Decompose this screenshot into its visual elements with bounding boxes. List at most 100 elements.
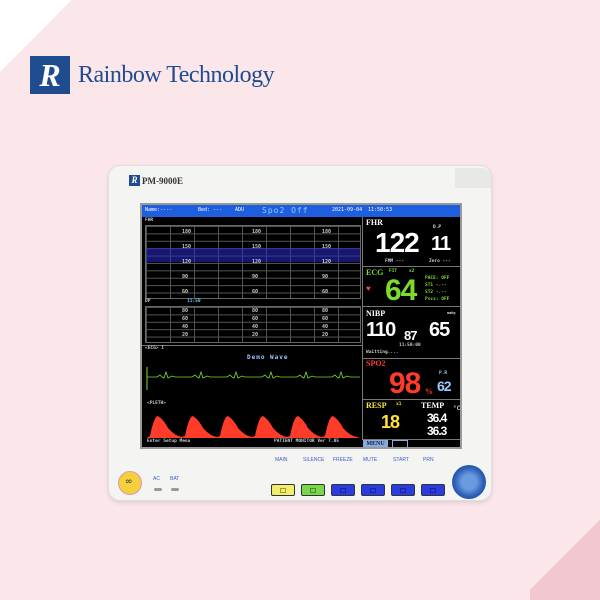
key-label-main: MAIN — [275, 457, 288, 463]
fhr-label: FHR — [366, 218, 383, 227]
prn-button[interactable] — [421, 484, 445, 496]
power-icon: ∞ — [125, 477, 133, 487]
grid-tick: 90 — [322, 274, 329, 280]
freeze-button[interactable] — [331, 484, 355, 496]
rotary-knob[interactable] — [452, 465, 486, 499]
pvcs: Pvcs: OFF — [425, 297, 450, 302]
wrench-icon — [280, 488, 286, 493]
print-icon — [430, 488, 436, 493]
resp-value: 18 — [381, 412, 400, 432]
pace: PACE: OFF — [425, 276, 450, 281]
monitor-handle — [455, 168, 491, 188]
ecg-wave-label: <ECG> I — [145, 346, 164, 351]
temp-2: 36.3 — [427, 424, 447, 438]
resp-label: RESP — [366, 401, 387, 410]
pr-label: P.R — [439, 371, 448, 376]
grid-tick: 20 — [322, 332, 329, 338]
spo2-value: 98 — [389, 367, 421, 400]
ecg-gain: x2 — [409, 269, 415, 274]
ecg-filter: FIT — [389, 269, 398, 274]
brand-logo: R — [30, 56, 70, 94]
mute-icon — [370, 488, 376, 493]
dp-label: D.P — [433, 225, 442, 230]
grid-tick: 60 — [182, 289, 189, 295]
key-label-freeze: FREEZE — [333, 457, 353, 463]
grid-tick: 20 — [182, 332, 189, 338]
start-button[interactable] — [391, 484, 415, 496]
monitor-screen: Name:---- Bed: --- ADU Spo2 Off 2021-09-… — [140, 203, 462, 449]
nibp-label: NIBP — [366, 309, 386, 318]
grid-tick: 40 — [252, 324, 259, 330]
grid-tick: 60 — [252, 316, 259, 322]
silence-button[interactable] — [301, 484, 325, 496]
st2: ST2 -.-- — [425, 290, 447, 295]
grid-tick: 120 — [322, 259, 332, 265]
grid-tick: 150 — [322, 244, 332, 250]
grid-tick: 40 — [322, 324, 329, 330]
fhr-panel: FHR 122 D.P 11 FMM --- Zero --- — [362, 217, 460, 267]
spo2-label: SPO2 — [366, 359, 386, 368]
grid-tick: 80 — [322, 308, 329, 314]
date: 2021-09-04 — [332, 207, 363, 213]
background-accent — [530, 510, 600, 600]
grid-tick: 180 — [322, 229, 332, 235]
mute-button[interactable] — [361, 484, 385, 496]
dp-grid-time: 11:50 — [187, 299, 201, 304]
nibp-status: Waitting.... — [366, 350, 399, 355]
status-hint: Enter Setup Menu — [147, 439, 191, 444]
spo2-panel: SPO2 98 % P.R 62 — [362, 359, 460, 400]
patient-name: Name:---- — [145, 207, 173, 213]
zero: Zero --- — [429, 259, 451, 264]
resp-temp-panel: RESP x1 18 TEMP °C 36.4 36.3 — [362, 400, 460, 440]
menu-button[interactable]: MENU — [363, 440, 388, 447]
temp-unit: °C — [453, 405, 461, 412]
ecg-panel: ECG FIT x2 ♥ 64 PACE: OFF ST1 -.-- ST2 -… — [362, 267, 460, 307]
grid-tick: 60 — [322, 289, 329, 295]
dp-value: 11 — [431, 233, 451, 255]
key-label-start: START — [393, 457, 409, 463]
model-label: PM-9000E — [142, 176, 183, 186]
demo-wave-label: Demo Wave — [247, 354, 289, 361]
grid-tick: 150 — [182, 244, 192, 250]
pleth-wave-label: <PLETH> — [147, 401, 166, 406]
fmm: FMM --- — [385, 259, 404, 264]
ecg-label: ECG — [366, 268, 384, 277]
freeze-icon — [340, 488, 346, 493]
ecg-waveform — [146, 367, 360, 390]
nibp-diastolic: 65 — [429, 319, 450, 341]
temp-label: TEMP — [421, 401, 445, 410]
grid-tick: 20 — [252, 332, 259, 338]
nibp-panel: NIBP 110 87 65 mmHg 11:50:00 Waitting...… — [362, 307, 460, 359]
grid-tick: 90 — [252, 274, 259, 280]
brand-name: Rainbow Technology — [78, 62, 275, 88]
dp-grid-label: DP — [145, 299, 151, 304]
ac-label: AC — [153, 476, 160, 482]
grid-tick: 120 — [252, 259, 262, 265]
key-label-silence: SILENCE — [303, 457, 325, 463]
grid-tick: 90 — [182, 274, 189, 280]
alert-message: Spo2 Off — [262, 206, 309, 215]
key-label-mute: MUTE — [363, 457, 378, 463]
nibp-time: 11:50:00 — [399, 343, 421, 348]
grid-tick: 40 — [182, 324, 189, 330]
grid-tick: 180 — [182, 229, 192, 235]
ac-indicator — [154, 488, 162, 491]
grid-tick: 60 — [182, 316, 189, 322]
device-logo: R — [129, 175, 140, 186]
grid-tick: 80 — [182, 308, 189, 314]
fhr-grid — [145, 225, 361, 299]
power-button[interactable]: ∞ — [118, 471, 142, 495]
nibp-unit: mmHg — [447, 311, 456, 315]
main-button[interactable] — [271, 484, 295, 496]
grid-tick: 180 — [252, 229, 262, 235]
heart-icon: ♥ — [366, 284, 371, 293]
screen-header: Name:---- Bed: --- ADU Spo2 Off 2021-09-… — [142, 205, 460, 217]
spo2-unit: % — [425, 387, 433, 396]
pleth-waveform — [147, 416, 360, 438]
nibp-systolic: 110 — [366, 319, 396, 341]
bed: Bed: --- — [198, 207, 223, 213]
grid-tick: 150 — [252, 244, 262, 250]
bat-label: BAT — [170, 476, 180, 482]
input-box[interactable] — [392, 440, 408, 447]
grid-tick: 60 — [252, 289, 259, 295]
